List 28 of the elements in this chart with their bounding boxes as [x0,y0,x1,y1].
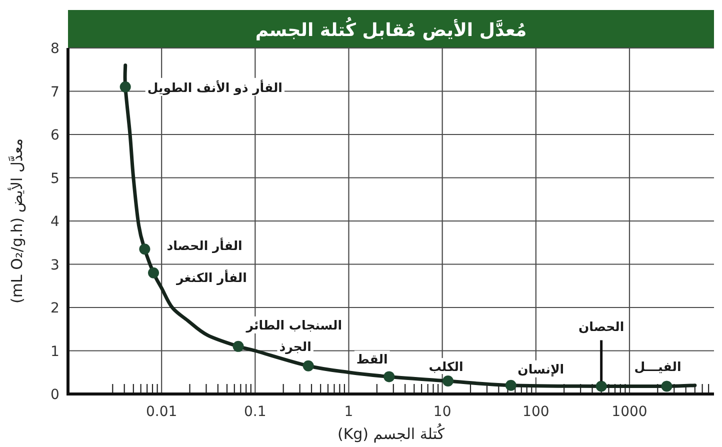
annotation: الفأر الكنغر [176,268,247,286]
x-tick-label: 0.1 [244,404,266,420]
y-tick-label: 5 [50,170,60,187]
annotation: الفأر ذو الأنف الطويل [147,78,282,96]
x-axis-title: كُتلة الجسم (Kg) [337,422,446,443]
annotation: الكلب [428,359,464,374]
annotation: الإنسان [518,361,564,378]
y-tick-label: 7 [50,84,60,100]
y-tick-label: 1 [50,344,60,360]
x-tick-label: 1000 [612,404,648,420]
y-tick-label: 4 [50,214,60,230]
y-axis-title: معدَّل الأيض (mL O₂/g.h) [7,138,26,304]
y-tick-label: 8 [50,41,60,57]
x-tick-label: 0.01 [146,404,178,420]
x-tick-label: 10 [433,404,452,420]
y-tick-label: 3 [50,257,60,274]
y-tick-label: 0 [50,387,60,403]
y-tick-label: 6 [50,128,60,144]
chart-title: مُعدَّل الأيض مُقابل كُتلة الجسم [255,16,527,41]
x-tick-label: 100 [522,404,550,420]
annotation: الحصان [578,319,624,334]
annotation: الفأر الحصاد [166,237,242,254]
annotation: الفيـــل [634,359,682,374]
y-tick-label: 2 [50,300,60,316]
annotation: الجرذ [279,338,312,355]
x-tick-label: 1 [344,404,354,420]
annotation: القط [356,352,388,367]
annotation: السنجاب الطائر [245,317,342,334]
